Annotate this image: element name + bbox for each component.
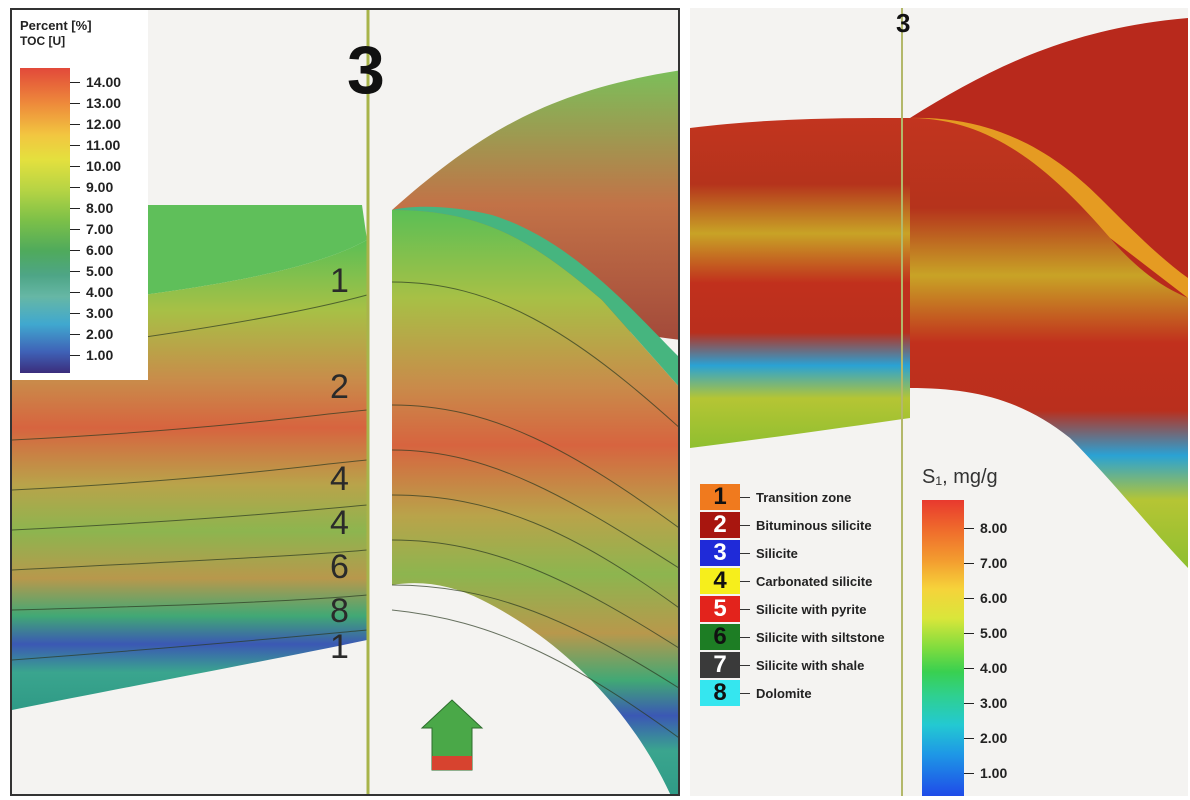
tick-label: 7.00: [980, 555, 1008, 571]
s1-color-ramp: [922, 500, 964, 796]
tick-label: 12.00: [86, 116, 122, 132]
legend-title: Percent [%]: [20, 18, 92, 33]
tick-label: 14.00: [86, 74, 122, 90]
tick-label: 6.00: [980, 590, 1008, 606]
well-number: 3: [896, 8, 911, 38]
s1-model-view[interactable]: 3 1 Transition zone 2 Bituminous silicit…: [690, 8, 1188, 796]
tick-label: 7.00: [86, 221, 114, 237]
toc-model-view[interactable]: 3 1 2 4 4 6 8 1 Percent [%] TOC [U] 14.0…: [10, 8, 680, 796]
layer-label: 1: [330, 262, 349, 300]
tick-label: 8.00: [980, 520, 1008, 536]
s1-model-canvas: [690, 8, 1188, 796]
tick-label: 5.00: [980, 625, 1008, 641]
tick-label: 11.00: [86, 137, 121, 153]
s1-scale-title: S₁, mg/g: [922, 466, 998, 488]
layer-label: 4: [330, 460, 349, 498]
layer-label: 8: [330, 592, 349, 630]
toc-color-legend: Percent [%] TOC [U] 14.00 13.00 12.00 11…: [12, 10, 148, 380]
layer-label: 6: [330, 548, 349, 586]
tick-label: 4.00: [86, 284, 114, 300]
tick-label: 6.00: [86, 242, 114, 258]
tick-label: 1.00: [980, 765, 1008, 781]
tick-label: 2.00: [86, 326, 114, 342]
orientation-arrow-icon: [420, 699, 484, 771]
layer-label: 2: [330, 368, 349, 406]
tick-label: 8.00: [86, 200, 114, 216]
layer-label: 4: [330, 504, 349, 542]
tick-label: 9.00: [86, 179, 114, 195]
tick-label: 10.00: [86, 158, 122, 174]
color-ramp: [20, 68, 70, 373]
well-number: 3: [347, 32, 385, 108]
tick-label: 2.00: [980, 730, 1008, 746]
tick-label: 1.00: [86, 347, 114, 363]
layer-label: 1: [330, 628, 349, 666]
tick-label: 4.00: [980, 660, 1008, 676]
tick-label: 5.00: [86, 263, 114, 279]
legend-subtitle: TOC [U]: [20, 34, 66, 48]
tick-label: 13.00: [86, 95, 122, 111]
tick-label: 3.00: [980, 695, 1008, 711]
tick-label: 3.00: [86, 305, 114, 321]
